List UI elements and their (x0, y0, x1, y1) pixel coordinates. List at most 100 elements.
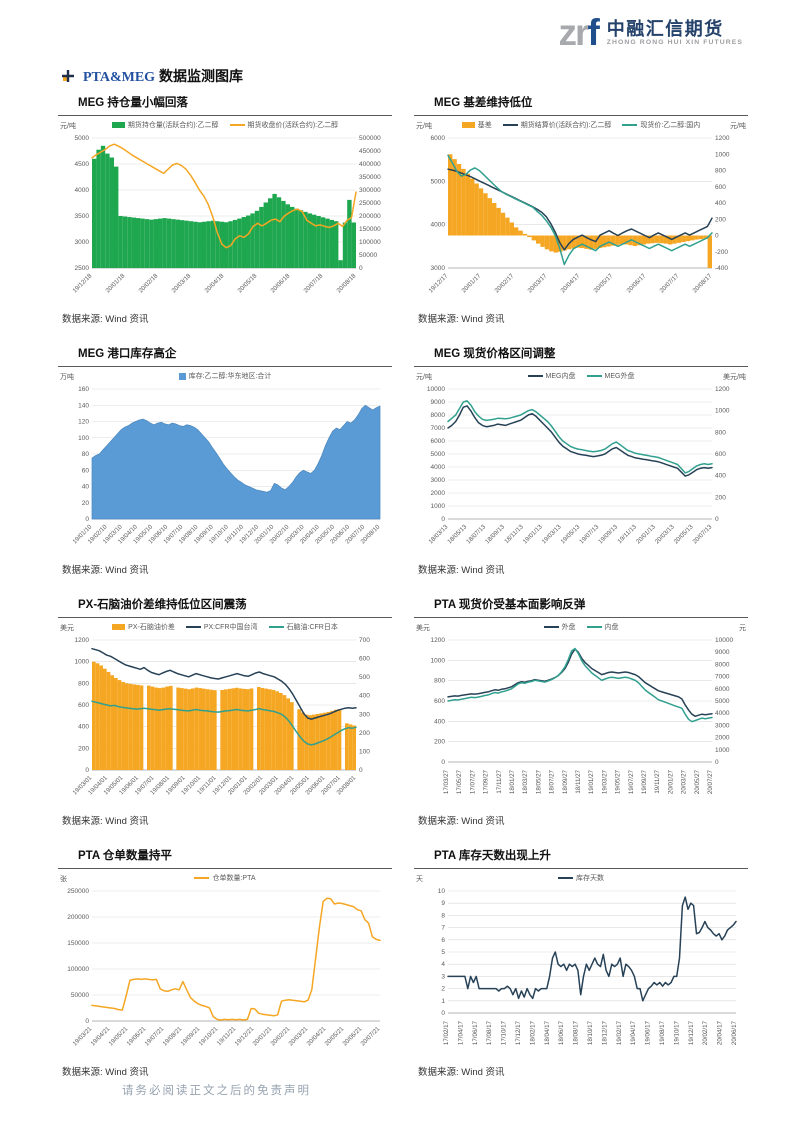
chart-6-block: PTA 现货价受基本面影响反弹 美元 外盘 内盘 元 0 200 400 600 800 1… (414, 596, 748, 833)
chart-legend: 仓单数量:PTA (82, 873, 368, 883)
svg-text:1200: 1200 (715, 386, 730, 393)
svg-text:200: 200 (434, 739, 445, 746)
chart-canvas: 05000010000015000020000025000019/03/2119… (67, 888, 382, 1047)
svg-text:200: 200 (715, 216, 726, 223)
legend-item: MEG内盘 (527, 371, 576, 381)
left-axis-unit: 美元 (60, 625, 74, 632)
svg-text:800: 800 (715, 168, 726, 175)
svg-text:-200: -200 (715, 249, 728, 256)
chart-canvas: 0 200 400 600 800 1000 1200 0 100 200 300 400 500 600… (71, 637, 370, 796)
svg-text:20/03/13: 20/03/13 (654, 523, 676, 545)
chart-7-block: PTA 仓单数量持平 张 仓单数量:PTA 0 50000 100000 150000… (58, 847, 392, 1084)
legend-label: 内盘 (604, 624, 619, 631)
svg-text:18/09/27: 18/09/27 (562, 769, 569, 794)
svg-text:19/06/17: 19/06/17 (645, 1020, 652, 1045)
right-axis-unit: 美元/吨 (723, 374, 746, 381)
svg-text:20/08/17: 20/08/17 (691, 272, 713, 294)
chart-canvas: 0100020003000400050006000700080009000100… (427, 386, 730, 545)
chart-legend-row: 万吨 库存:乙二醇:华东地区:合计 (58, 370, 392, 383)
svg-text:20: 20 (82, 500, 90, 507)
data-source-label: 数据来源: Wind 资讯 (418, 816, 505, 827)
svg-text:5000: 5000 (431, 178, 446, 185)
charts-grid: MEG 持仓量小幅回落 元/吨 期货持仓量(活跃合约):乙二醇 期货收盘价(活跃合… (58, 94, 748, 1084)
svg-text:1000: 1000 (75, 659, 90, 666)
svg-text:9: 9 (441, 900, 445, 907)
svg-text:20/02/18: 20/02/18 (137, 272, 159, 294)
chart-canvas: 3000 4000 5000 6000 -400 -200 0 200 400 600 800 100… (427, 135, 729, 294)
legend-swatch (586, 374, 602, 378)
svg-text:20/01/13: 20/01/13 (635, 523, 657, 545)
svg-text:200: 200 (78, 745, 89, 752)
data-source-label: 数据来源: Wind 资讯 (418, 1067, 505, 1078)
svg-text:17/07/27: 17/07/27 (469, 769, 476, 794)
svg-text:19/01/13: 19/01/13 (522, 523, 544, 545)
svg-text:18/06/17: 18/06/17 (558, 1020, 565, 1045)
chart-8-block: PTA 库存天数出现上升 天 库存天数 0 1 2 3 4 5 6 7 8 9 10 17/02/17… (414, 847, 748, 1084)
logo-f-text: f (587, 12, 599, 53)
svg-text:400000: 400000 (359, 161, 381, 168)
svg-text:8000: 8000 (431, 412, 446, 419)
svg-text:400: 400 (359, 693, 370, 700)
legend-item: 库存:乙二醇:华东地区:合计 (178, 371, 271, 381)
legend-swatch (178, 372, 186, 380)
svg-text:600: 600 (715, 451, 726, 458)
data-source-label: 数据来源: Wind 资讯 (62, 565, 149, 576)
svg-text:20/08/18: 20/08/18 (335, 272, 357, 294)
svg-text:20/04/17: 20/04/17 (717, 1020, 724, 1045)
chart-frame: 美元 外盘 内盘 元 0 200 400 600 800 1000 1200 0 1000 2000… (414, 617, 748, 810)
legend-item: PX-石脑油价差 (112, 622, 175, 632)
svg-text:20/01/18: 20/01/18 (104, 272, 126, 294)
chart-title: MEG 基差维持低位 (434, 97, 533, 109)
chart-title: MEG 持仓量小幅回落 (78, 97, 188, 109)
logo-names: 中融汇信期货 ZHONG RONG HUI XIN FUTURES (607, 19, 743, 47)
svg-text:800: 800 (434, 678, 445, 685)
chart-legend-row: 元/吨 期货持仓量(活跃合约):乙二醇 期货收盘价(活跃合约):乙二醇 (58, 119, 392, 132)
svg-text:20/01/17: 20/01/17 (460, 272, 482, 294)
left-axis-unit: 元/吨 (416, 123, 432, 130)
svg-text:20/07/17: 20/07/17 (658, 272, 680, 294)
svg-text:1000: 1000 (715, 408, 730, 415)
svg-text:1000: 1000 (431, 503, 446, 510)
svg-text:17/12/17: 17/12/17 (515, 1020, 522, 1045)
svg-text:500000: 500000 (359, 135, 381, 142)
chart-legend: 库存天数 (438, 873, 724, 883)
svg-text:19/09/13: 19/09/13 (597, 523, 619, 545)
data-source-label: 数据来源: Wind 资讯 (62, 314, 149, 325)
svg-text:19/12/18: 19/12/18 (71, 272, 93, 294)
section-title-prefix: PTA&MEG (83, 70, 156, 85)
section-bullet-icon (62, 70, 74, 82)
chart-frame: 天 库存天数 0 1 2 3 4 5 6 7 8 9 10 17/02/17 17/04/17 17/06… (414, 868, 748, 1061)
svg-text:19/03/13: 19/03/13 (541, 523, 563, 545)
svg-text:200000: 200000 (67, 914, 89, 921)
svg-text:20/07/13: 20/07/13 (691, 523, 713, 545)
svg-text:19/07/27: 19/07/27 (628, 769, 635, 794)
legend-item: 期货收盘价(活跃合约):乙二醇 (229, 120, 339, 130)
svg-text:20/03/18: 20/03/18 (170, 272, 192, 294)
svg-text:100: 100 (78, 435, 89, 442)
svg-text:20/03/27: 20/03/27 (681, 769, 688, 794)
chart-title: PTA 现货价受基本面影响反弹 (434, 599, 586, 611)
svg-text:0: 0 (441, 516, 445, 523)
svg-text:19/12/17: 19/12/17 (688, 1020, 695, 1045)
svg-text:18/09/13: 18/09/13 (484, 523, 506, 545)
section-heading: PTA&MEG 数据监测图库 (62, 66, 243, 86)
svg-text:6000: 6000 (715, 686, 730, 693)
legend-label: 仓单数量:PTA (212, 875, 256, 882)
svg-text:350000: 350000 (359, 174, 381, 181)
svg-text:100000: 100000 (359, 239, 381, 246)
svg-text:3: 3 (441, 973, 445, 980)
svg-text:60: 60 (82, 467, 90, 474)
chart-legend-row: 美元 PX-石脑油价差 PX:CFR中国台湾 石脑油:CFR日本 (58, 621, 392, 634)
svg-text:17/04/17: 17/04/17 (457, 1020, 464, 1045)
svg-text:4000: 4000 (431, 464, 446, 471)
svg-text:19/10/17: 19/10/17 (673, 1020, 680, 1045)
section-title: PTA&MEG 数据监测图库 (83, 66, 243, 86)
legend-label: 期货收盘价(活跃合约):乙二醇 (247, 122, 339, 129)
chart-canvas: 2500300035004000450050000500001000001500… (71, 135, 381, 294)
svg-text:600: 600 (359, 656, 370, 663)
legend-swatch (502, 123, 518, 127)
legend-item: 期货结算价(活跃合约):乙二醇 (502, 120, 611, 130)
svg-text:40: 40 (82, 484, 90, 491)
legend-item: 石脑油:CFR日本 (268, 622, 338, 632)
svg-text:18/03/27: 18/03/27 (522, 769, 529, 794)
